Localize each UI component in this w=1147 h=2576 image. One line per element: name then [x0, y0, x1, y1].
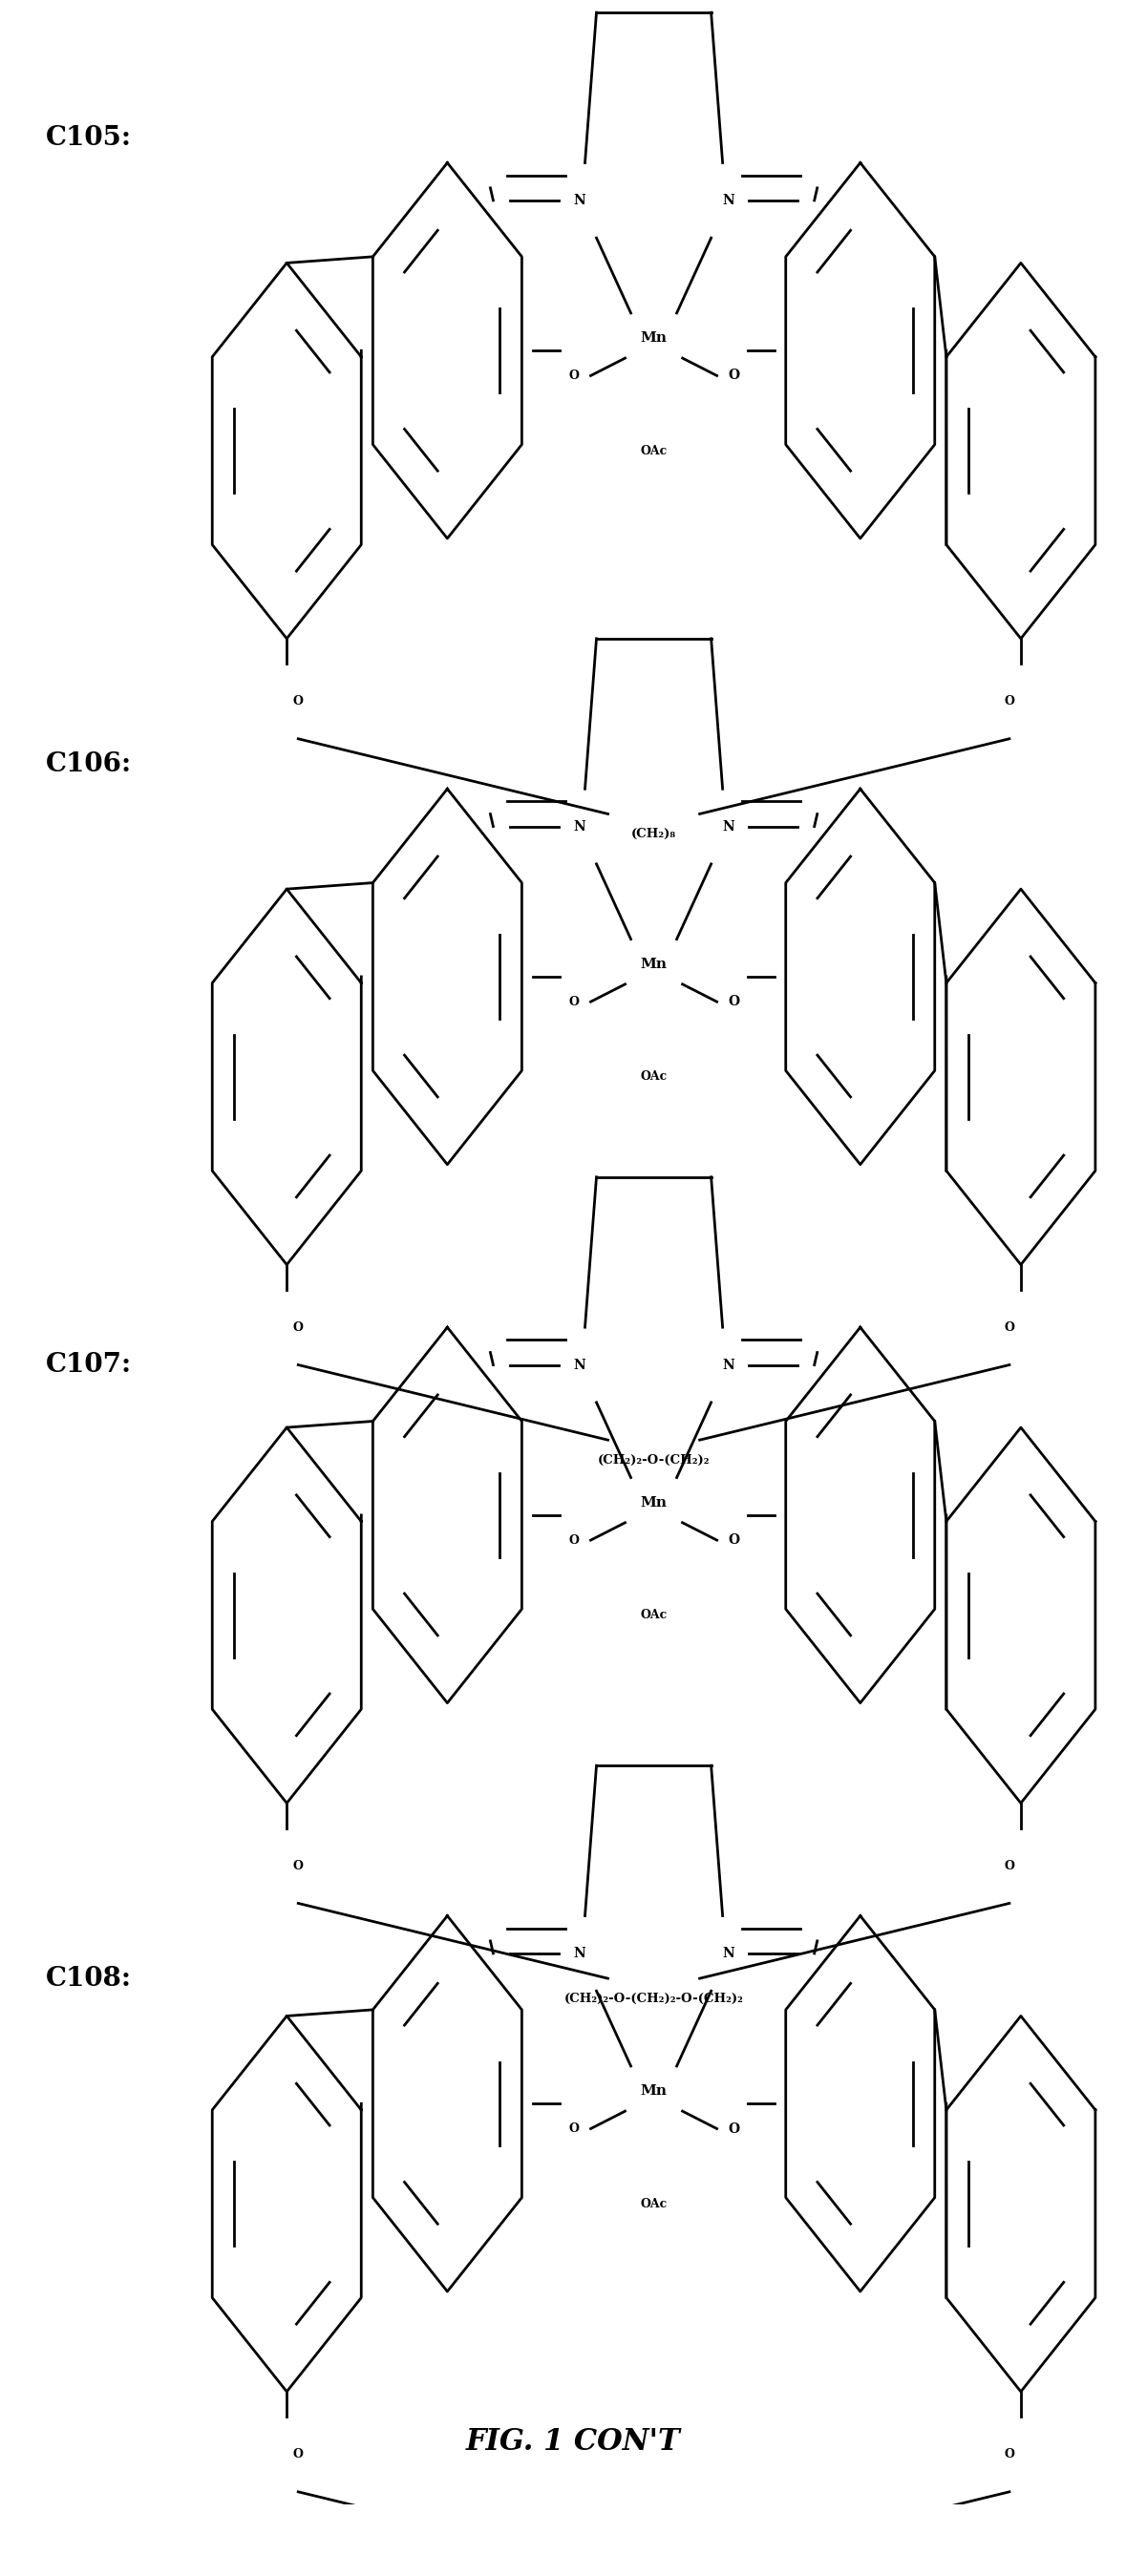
Text: O: O [728, 1533, 740, 1546]
Text: O: O [1004, 2447, 1015, 2460]
Text: C106:: C106: [46, 752, 132, 778]
Text: O: O [1004, 1321, 1015, 1334]
Text: OAc: OAc [640, 1072, 668, 1082]
Text: O: O [568, 368, 579, 381]
Text: O: O [568, 994, 579, 1007]
Text: N: N [723, 193, 734, 206]
Text: N: N [723, 819, 734, 832]
Text: O: O [1004, 696, 1015, 708]
Text: OAc: OAc [640, 446, 668, 456]
Text: O: O [292, 696, 304, 708]
Text: O: O [728, 994, 740, 1007]
Text: (CH₂)₈: (CH₂)₈ [631, 827, 677, 840]
Text: O: O [728, 368, 740, 381]
Text: C107:: C107: [46, 1352, 132, 1378]
Text: O: O [568, 2123, 579, 2136]
Text: O: O [728, 2123, 740, 2136]
Text: C108:: C108: [46, 1965, 132, 1991]
Text: C105:: C105: [46, 126, 132, 152]
Text: O: O [292, 1321, 304, 1334]
Text: OAc: OAc [640, 1610, 668, 1620]
Text: N: N [723, 1358, 734, 1370]
Text: Mn: Mn [640, 2084, 668, 2097]
Text: O: O [568, 1533, 579, 1546]
Text: O: O [1004, 1860, 1015, 1873]
Text: N: N [574, 819, 585, 832]
Text: N: N [574, 1358, 585, 1370]
Text: Mn: Mn [640, 958, 668, 971]
Text: N: N [723, 1947, 734, 1960]
Text: FIG. 1 CON'T: FIG. 1 CON'T [466, 2427, 681, 2458]
Text: Mn: Mn [640, 332, 668, 345]
Text: N: N [574, 1947, 585, 1960]
Text: O: O [292, 2447, 304, 2460]
Text: (CH₂)₂-O-(CH₂)₂-O-(CH₂)₂: (CH₂)₂-O-(CH₂)₂-O-(CH₂)₂ [564, 1991, 743, 2004]
Text: Mn: Mn [640, 1497, 668, 1510]
Text: OAc: OAc [640, 2197, 668, 2210]
Text: O: O [292, 1860, 304, 1873]
Text: (CH₂)₂-O-(CH₂)₂: (CH₂)₂-O-(CH₂)₂ [598, 1453, 710, 1466]
Text: N: N [574, 193, 585, 206]
